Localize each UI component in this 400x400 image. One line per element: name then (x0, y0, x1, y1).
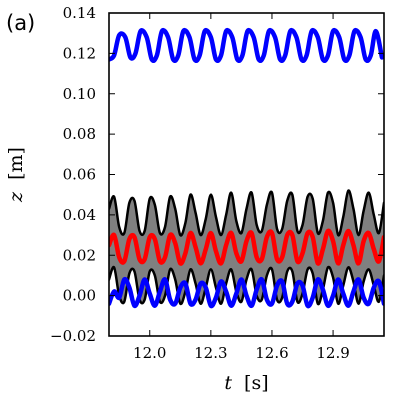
y-axis: −0.02 0.00 0.02 0.04 0.06 0.08 0.10 0.12 0.14 (50, 4, 384, 345)
y-tick-label: 0.12 (63, 44, 96, 62)
y-tick-label: −0.02 (50, 327, 96, 345)
y-axis-label: z [m] (5, 147, 27, 203)
series-blue-lower (109, 276, 384, 309)
series-blue-upper (109, 27, 384, 63)
series-black-upper (109, 189, 384, 237)
x-tick-label: 12.3 (194, 344, 227, 362)
x-axis: 12.0 12.3 12.6 12.9 (133, 13, 350, 362)
y-axis-variable: z (5, 191, 27, 203)
y-tick-label: 0.14 (63, 4, 96, 22)
plot-area (109, 27, 384, 309)
y-tick-label: 0.08 (63, 125, 96, 143)
y-tick-label: 0.06 (63, 166, 96, 184)
y-axis-unit: [m] (5, 147, 27, 180)
y-tick-label: 0.02 (63, 246, 96, 264)
series-black-lower (109, 265, 384, 306)
panel-label: (a) (6, 11, 35, 35)
x-tick-label: 12.0 (133, 344, 166, 362)
plot-frame (108, 12, 385, 337)
series-red (109, 228, 384, 266)
x-tick-label: 12.9 (316, 344, 349, 362)
x-axis-variable: t (224, 372, 232, 394)
y-tick-label: 0.00 (63, 287, 96, 305)
x-axis-unit: [s] (244, 372, 269, 394)
x-tick-label: 12.6 (255, 344, 288, 362)
y-tick-label: 0.04 (63, 206, 96, 224)
x-axis-label: t [s] (224, 372, 268, 394)
y-tick-label: 0.10 (63, 85, 96, 103)
